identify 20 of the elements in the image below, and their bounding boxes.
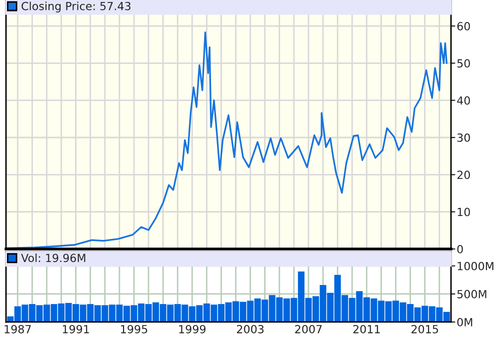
x-tick-label: 2015: [412, 324, 438, 334]
x-tick-label: 2007: [295, 324, 322, 334]
x-tick-label: 1999: [179, 324, 206, 334]
x-tick-label: 2011: [353, 324, 380, 334]
y-tick-label: 500M: [457, 290, 486, 298]
y-tick-label: 1000M: [458, 262, 494, 270]
y-tick-label: 40: [457, 96, 470, 105]
x-tick-label: 2003: [236, 324, 264, 334]
y-tick-label: 0: [457, 244, 463, 254]
y-tick-label: 60: [457, 22, 470, 30]
y-tick-label: 30: [457, 133, 470, 142]
legend-label: Closing Price: 57.43: [22, 2, 130, 12]
y-tick-label: 20: [457, 170, 470, 180]
y-tick-label: 10: [458, 208, 470, 216]
x-tick-label: 1995: [121, 324, 148, 334]
x-tick-label: 1987: [4, 324, 31, 334]
x-tick-label: 1991: [62, 324, 89, 334]
y-tick-label: 0M: [457, 318, 472, 326]
y-tick-label: 50: [457, 59, 470, 68]
legend-label: Vol: 19.96M: [21, 254, 86, 262]
